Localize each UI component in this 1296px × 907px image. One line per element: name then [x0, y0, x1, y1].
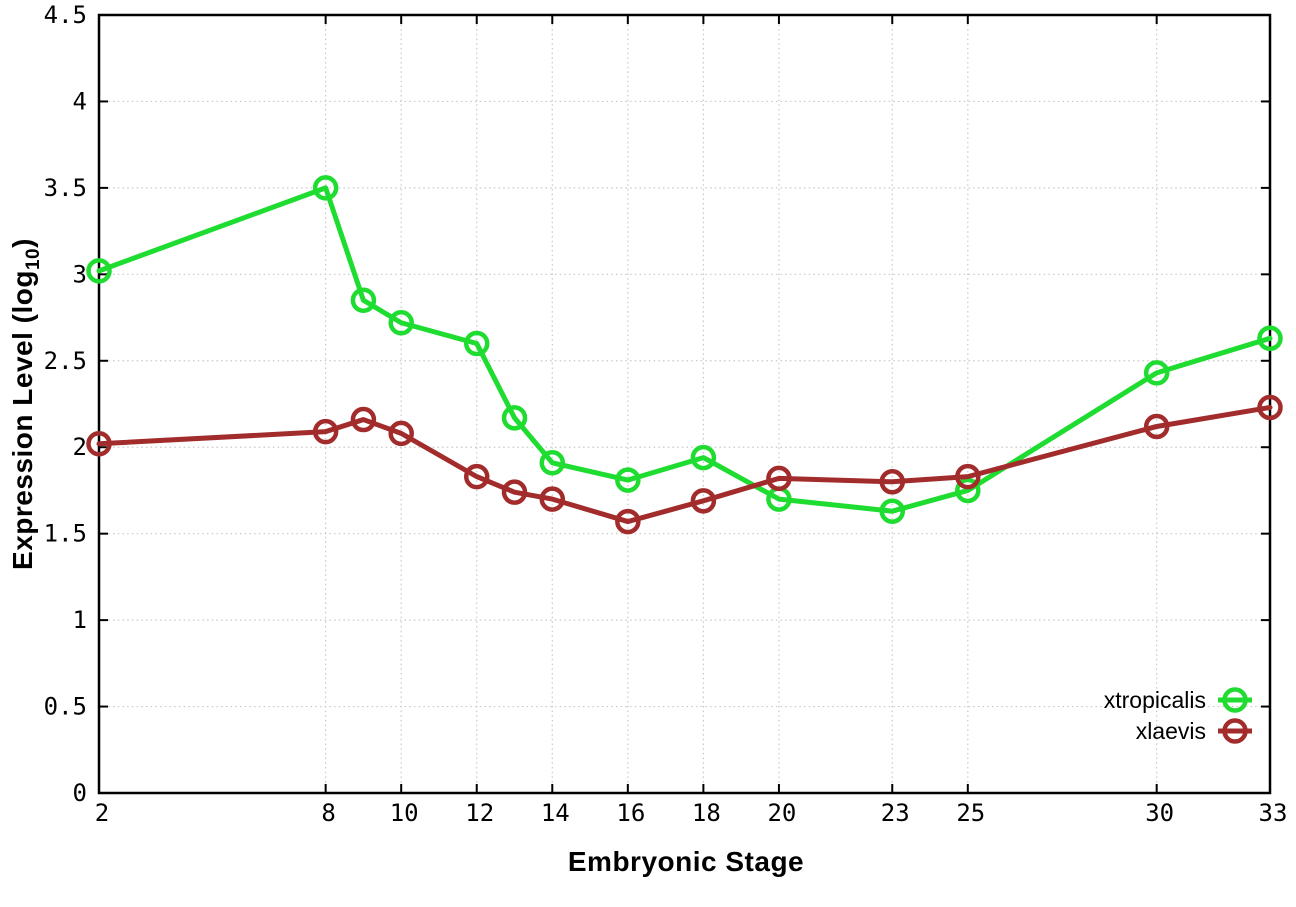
data-point-xtropicalis — [388, 309, 414, 336]
y-tick-label: 3.5 — [44, 174, 87, 202]
data-point-xlaevis — [86, 431, 112, 457]
data-point-xtropicalis — [86, 258, 112, 284]
x-tick-label: 8 — [321, 799, 335, 827]
x-tick-label: 14 — [541, 799, 570, 827]
data-point-xtropicalis — [312, 175, 339, 201]
series-line-xtropicalis — [96, 185, 1273, 514]
legend-line-marker-icon — [1218, 687, 1252, 713]
legend-item-xlaevis: xlaevis — [1136, 717, 1253, 745]
data-point-xtropicalis — [615, 467, 641, 493]
x-tick-label: 33 — [1259, 799, 1288, 827]
data-point-xlaevis — [690, 488, 717, 514]
data-point-xtropicalis — [539, 450, 566, 476]
x-axis-title: Embryonic Stage — [567, 846, 805, 877]
y-tick-label: 2 — [73, 433, 87, 461]
data-point-xlaevis — [879, 469, 906, 495]
y-axis-title-text: Expression Level (log — [7, 270, 39, 570]
data-point-xtropicalis — [1143, 360, 1170, 386]
legend: xtropicalis xlaevis — [1104, 686, 1253, 745]
data-point-xtropicalis — [1257, 325, 1283, 352]
data-point-xtropicalis — [690, 444, 717, 471]
y-tick-label: 4 — [73, 87, 87, 115]
y-axis-title: Expression Level (log10) — [7, 238, 45, 570]
y-axis-title-suffix: ) — [7, 238, 39, 248]
data-point-xlaevis — [312, 418, 339, 445]
data-point-xlaevis — [388, 420, 414, 447]
data-point-xlaevis — [955, 463, 981, 490]
data-point-xtropicalis — [879, 498, 906, 524]
y-axis-title-subscript: 10 — [22, 247, 44, 271]
x-tick-label: 10 — [390, 799, 419, 827]
y-tick-label: 3 — [73, 260, 87, 288]
x-tick-label: 23 — [881, 799, 910, 827]
y-tick-label: 0.5 — [44, 693, 87, 721]
x-tick-label: 12 — [465, 799, 494, 827]
legend-label-xtropicalis: xtropicalis — [1103, 687, 1206, 713]
x-tick-label: 30 — [1145, 799, 1174, 827]
data-point-xtropicalis — [463, 330, 490, 357]
y-tick-label: 2.5 — [44, 347, 87, 375]
y-tick-label: 1 — [73, 606, 87, 634]
x-tick-label: 20 — [767, 799, 796, 827]
x-tick-label: 16 — [616, 799, 645, 827]
data-point-xlaevis — [615, 508, 641, 535]
data-point-xlaevis — [501, 479, 528, 505]
x-tick-label: 25 — [956, 799, 985, 827]
y-tick-label: 0 — [73, 779, 87, 807]
data-point-xlaevis — [1257, 394, 1283, 421]
data-point-xlaevis — [1143, 413, 1170, 440]
legend-line-marker-icon — [1218, 718, 1252, 744]
x-tick-label: 2 — [95, 799, 109, 827]
legend-label-xlaevis: xlaevis — [1135, 718, 1206, 744]
y-tick-label: 4.5 — [44, 1, 87, 29]
data-point-xlaevis — [350, 406, 377, 433]
data-point-xlaevis — [539, 486, 566, 512]
y-tick-label: 1.5 — [44, 520, 87, 548]
x-tick-label: 18 — [692, 799, 721, 827]
data-point-xtropicalis — [350, 287, 377, 314]
legend-item-xtropicalis: xtropicalis — [1104, 686, 1253, 714]
data-point-xlaevis — [463, 463, 490, 490]
data-point-xtropicalis — [955, 477, 981, 504]
data-point-xlaevis — [766, 465, 792, 492]
data-point-xtropicalis — [501, 405, 528, 431]
